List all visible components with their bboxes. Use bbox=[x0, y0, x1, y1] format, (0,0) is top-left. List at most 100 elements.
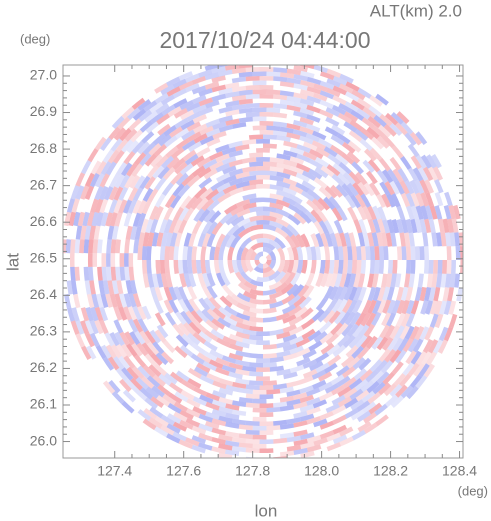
x-tick-label: 127.8 bbox=[235, 463, 270, 479]
radar-cell bbox=[192, 406, 207, 416]
radar-cell bbox=[396, 286, 404, 301]
radar-cell bbox=[174, 161, 188, 175]
radar-cell bbox=[138, 232, 145, 247]
radar-cell bbox=[126, 162, 138, 177]
radar-cell bbox=[178, 80, 194, 91]
radar-cell bbox=[282, 343, 298, 352]
radar-cell bbox=[325, 332, 339, 346]
radar-cell bbox=[97, 266, 103, 281]
radar-cell bbox=[162, 166, 176, 180]
radar-cell bbox=[303, 141, 318, 151]
y-tick-label: 26.6 bbox=[30, 213, 57, 229]
radar-cell bbox=[366, 170, 378, 185]
radar-cell bbox=[263, 224, 277, 232]
radar-cell bbox=[253, 98, 267, 103]
radar-cell bbox=[212, 121, 227, 130]
radar-cell bbox=[286, 68, 302, 76]
radar-cell bbox=[70, 239, 76, 254]
radar-cell bbox=[266, 81, 280, 86]
radar-cell bbox=[168, 392, 183, 404]
radar-cell bbox=[211, 84, 226, 93]
radar-cell bbox=[172, 323, 185, 337]
radar-cell bbox=[280, 225, 294, 238]
radar-cell bbox=[260, 58, 274, 63]
radar-cell bbox=[360, 193, 372, 208]
radar-cell bbox=[363, 323, 375, 338]
radar-cell bbox=[415, 375, 428, 389]
radar-cell bbox=[287, 294, 301, 307]
radar-cell bbox=[218, 260, 225, 274]
radar-cell bbox=[429, 313, 439, 328]
radar-cell bbox=[168, 299, 179, 314]
radar-cell bbox=[367, 299, 377, 315]
radar-cell bbox=[327, 354, 342, 367]
radar-cell bbox=[353, 219, 363, 234]
radar-cell bbox=[103, 186, 114, 201]
radar-cell bbox=[300, 233, 310, 248]
radar-cell bbox=[188, 298, 200, 313]
radar-cell bbox=[155, 154, 169, 168]
radar-cell bbox=[141, 131, 155, 144]
radar-cell bbox=[396, 111, 410, 124]
radar-cell bbox=[286, 123, 301, 131]
radar-cell bbox=[458, 232, 463, 247]
radar-cell bbox=[263, 371, 277, 376]
radar-cell bbox=[336, 207, 348, 222]
radar-cell bbox=[263, 288, 277, 296]
radar-cell bbox=[302, 349, 317, 360]
radar-cell bbox=[235, 340, 250, 349]
radar-cell bbox=[80, 320, 90, 335]
radar-cell bbox=[141, 260, 148, 274]
radar-cell bbox=[218, 65, 232, 68]
radar-cell bbox=[151, 246, 156, 260]
radar-cell bbox=[382, 286, 391, 301]
radar-cell bbox=[341, 183, 354, 197]
radar-cell bbox=[263, 134, 278, 140]
radar-cell bbox=[118, 355, 130, 370]
radar-cell bbox=[199, 374, 214, 385]
radar-cell bbox=[231, 85, 247, 93]
radar-cell bbox=[360, 127, 375, 140]
radar-cell bbox=[325, 403, 340, 413]
radar-cell bbox=[326, 343, 341, 356]
radar-cell bbox=[434, 179, 444, 194]
radar-cell bbox=[287, 213, 301, 226]
radar-cell bbox=[279, 81, 295, 88]
radar-cell bbox=[378, 157, 391, 172]
radar-cell bbox=[256, 175, 270, 180]
radar-cell bbox=[147, 273, 155, 288]
radar-cell bbox=[315, 156, 330, 168]
radar-cell bbox=[64, 293, 72, 309]
radar-cell bbox=[415, 260, 420, 274]
radar-cell bbox=[252, 125, 267, 131]
radar-cell bbox=[249, 161, 263, 167]
radar-cell bbox=[412, 167, 424, 182]
radar-cell bbox=[222, 335, 237, 346]
radar-cell bbox=[407, 167, 419, 182]
radar-cell bbox=[168, 286, 178, 301]
radar-cell bbox=[232, 400, 247, 407]
radar-cell bbox=[386, 219, 395, 234]
radar-cell bbox=[390, 112, 404, 125]
y-tick-label: 26.9 bbox=[30, 103, 57, 119]
radar-cell bbox=[238, 65, 253, 69]
radar-cell bbox=[446, 260, 452, 274]
radar-cell bbox=[145, 386, 159, 399]
radar-cell bbox=[289, 165, 304, 175]
radar-cell bbox=[400, 192, 411, 208]
radar-cell bbox=[100, 293, 109, 308]
radar-cell bbox=[124, 253, 129, 267]
radar-cell bbox=[414, 286, 423, 302]
radar-cell bbox=[173, 260, 179, 274]
radar-cell bbox=[277, 260, 285, 273]
radar-cell bbox=[384, 349, 397, 363]
radar-cell bbox=[168, 246, 175, 260]
y-tick-label: 26.1 bbox=[30, 396, 57, 412]
radar-cell bbox=[263, 344, 277, 350]
radar-cell bbox=[144, 330, 156, 344]
radar-cell bbox=[228, 371, 243, 380]
radar-cell bbox=[71, 280, 78, 295]
radar-cell bbox=[128, 293, 137, 308]
radar-cell bbox=[215, 144, 230, 153]
radar-cell bbox=[282, 186, 297, 196]
